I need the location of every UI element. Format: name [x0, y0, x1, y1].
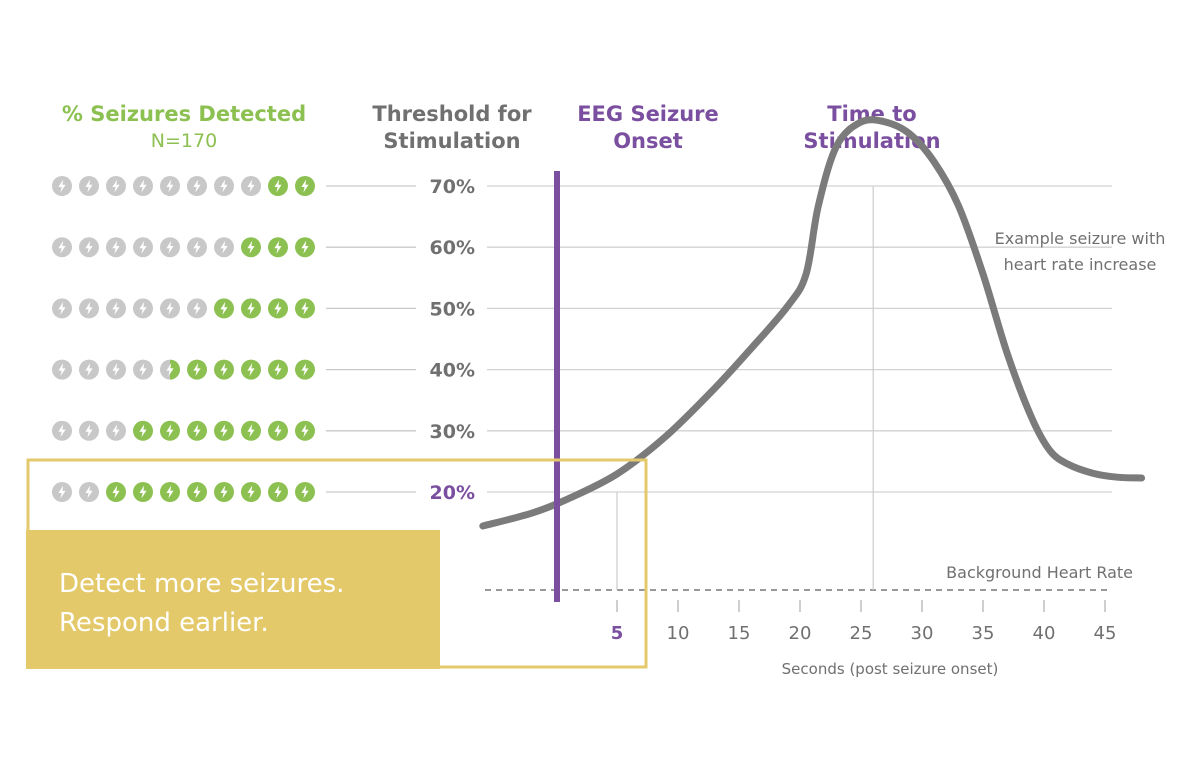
lightning-bolt-icon	[268, 298, 288, 319]
lightning-bolt-icon	[241, 298, 261, 319]
lightning-bolt-icon	[295, 482, 315, 502]
lightning-bolt-icon	[106, 359, 126, 380]
x-tick-label: 15	[728, 623, 751, 644]
threshold-level-labels: 70% 60% 50% 40% 30% 20%	[430, 176, 475, 504]
lightning-bolt-icon	[133, 420, 153, 441]
lightning-bolt-icon	[52, 237, 72, 258]
x-tick-label: 10	[667, 623, 690, 644]
threshold-level-label: 70%	[430, 176, 475, 198]
lightning-bolt-icon	[79, 237, 99, 258]
lightning-bolt-icon	[52, 298, 72, 319]
lightning-bolt-icon	[187, 359, 207, 380]
lightning-bolt-icon	[187, 482, 207, 502]
lightning-bolt-icon	[187, 298, 207, 319]
threshold-gridlines	[487, 185, 1112, 493]
x-tick-label: 25	[850, 623, 873, 644]
lightning-bolt-icon	[268, 359, 288, 380]
lightning-bolt-icon	[79, 482, 99, 502]
lightning-bolt-icon	[79, 298, 99, 319]
lightning-bolt-icon	[214, 237, 234, 258]
x-axis-ticks: 5 10 15 20 25 30 35 40 45	[611, 600, 1117, 644]
x-tick-label: 30	[911, 623, 934, 644]
callout-line2: Respond earlier.	[59, 608, 269, 638]
lightning-bolt-icon	[79, 359, 99, 380]
threshold-title-line1: Threshold for	[372, 102, 532, 126]
lightning-bolt-icon	[214, 420, 234, 441]
x-tick-label: 45	[1094, 623, 1117, 644]
lightning-bolt-icon	[268, 237, 288, 258]
lightning-bolt-icon	[133, 359, 153, 380]
lightning-bolt-icon	[160, 298, 180, 319]
lightning-bolt-icon	[106, 420, 126, 441]
lightning-bolt-icon	[214, 298, 234, 319]
lightning-bolt-icon	[160, 420, 180, 441]
threshold-connector-lines	[326, 185, 416, 493]
lightning-bolt-icon	[160, 176, 180, 196]
lightning-bolt-icon	[214, 482, 234, 502]
x-tick-label: 5	[611, 623, 624, 644]
lightning-bolt-icon	[187, 237, 207, 258]
lightning-bolt-icon	[295, 298, 315, 319]
detection-icon-rows	[52, 176, 315, 502]
x-axis-label: Seconds (post seizure onset)	[782, 660, 999, 678]
lightning-bolt-icon	[187, 420, 207, 441]
lightning-bolt-icon	[268, 482, 288, 502]
lightning-bolt-icon	[295, 359, 315, 380]
lightning-bolt-icon	[241, 359, 261, 380]
lightning-bolt-icon	[295, 420, 315, 441]
lightning-bolt-icon	[52, 482, 72, 502]
eeg-onset-title-line1: EEG Seizure	[577, 102, 719, 126]
lightning-bolt-icon	[160, 359, 180, 380]
eeg-onset-title-line2: Onset	[613, 129, 683, 153]
threshold-level-label: 30%	[430, 421, 475, 443]
lightning-bolt-icon	[160, 237, 180, 258]
detected-title: % Seizures Detected	[62, 102, 306, 126]
example-seizure-label-line1: Example seizure with	[995, 229, 1166, 248]
lightning-bolt-icon	[241, 237, 261, 258]
lightning-bolt-icon	[241, 420, 261, 441]
lightning-bolt-icon	[241, 176, 261, 196]
x-tick-label: 35	[972, 623, 995, 644]
threshold-title-line2: Stimulation	[383, 129, 520, 153]
lightning-bolt-icon	[268, 420, 288, 441]
threshold-level-label: 40%	[430, 360, 475, 382]
lightning-bolt-icon	[106, 176, 126, 196]
lightning-bolt-icon	[133, 482, 153, 502]
callout-line1: Detect more seizures.	[59, 569, 344, 599]
lightning-bolt-icon	[295, 176, 315, 196]
lightning-bolt-icon	[160, 482, 180, 502]
lightning-bolt-icon	[214, 176, 234, 196]
lightning-bolt-icon	[187, 176, 207, 196]
lightning-bolt-icon	[52, 420, 72, 441]
background-heart-rate-label: Background Heart Rate	[946, 563, 1133, 582]
lightning-bolt-icon	[106, 298, 126, 319]
threshold-level-label: 60%	[430, 237, 475, 259]
threshold-level-label: 20%	[430, 482, 475, 504]
lightning-bolt-icon	[295, 237, 315, 258]
threshold-level-label: 50%	[430, 298, 475, 320]
lightning-bolt-icon	[79, 176, 99, 196]
lightning-bolt-icon	[79, 420, 99, 441]
lightning-bolt-icon	[52, 359, 72, 380]
lightning-bolt-icon	[52, 176, 72, 196]
detected-n: N=170	[151, 130, 217, 152]
lightning-bolt-icon	[106, 482, 126, 502]
lightning-bolt-icon	[241, 482, 261, 502]
lightning-bolt-icon	[133, 176, 153, 196]
lightning-bolt-icon	[133, 298, 153, 319]
callout-box	[26, 530, 440, 669]
lightning-bolt-icon	[214, 359, 234, 380]
lightning-bolt-icon	[133, 237, 153, 258]
lightning-bolt-icon	[268, 176, 288, 196]
stimulation-marker-lines	[616, 186, 874, 590]
heart-rate-curve	[479, 116, 1146, 530]
example-seizure-label-line2: heart rate increase	[1004, 255, 1157, 274]
x-tick-label: 40	[1033, 623, 1056, 644]
x-tick-label: 20	[789, 623, 812, 644]
lightning-bolt-icon	[106, 237, 126, 258]
